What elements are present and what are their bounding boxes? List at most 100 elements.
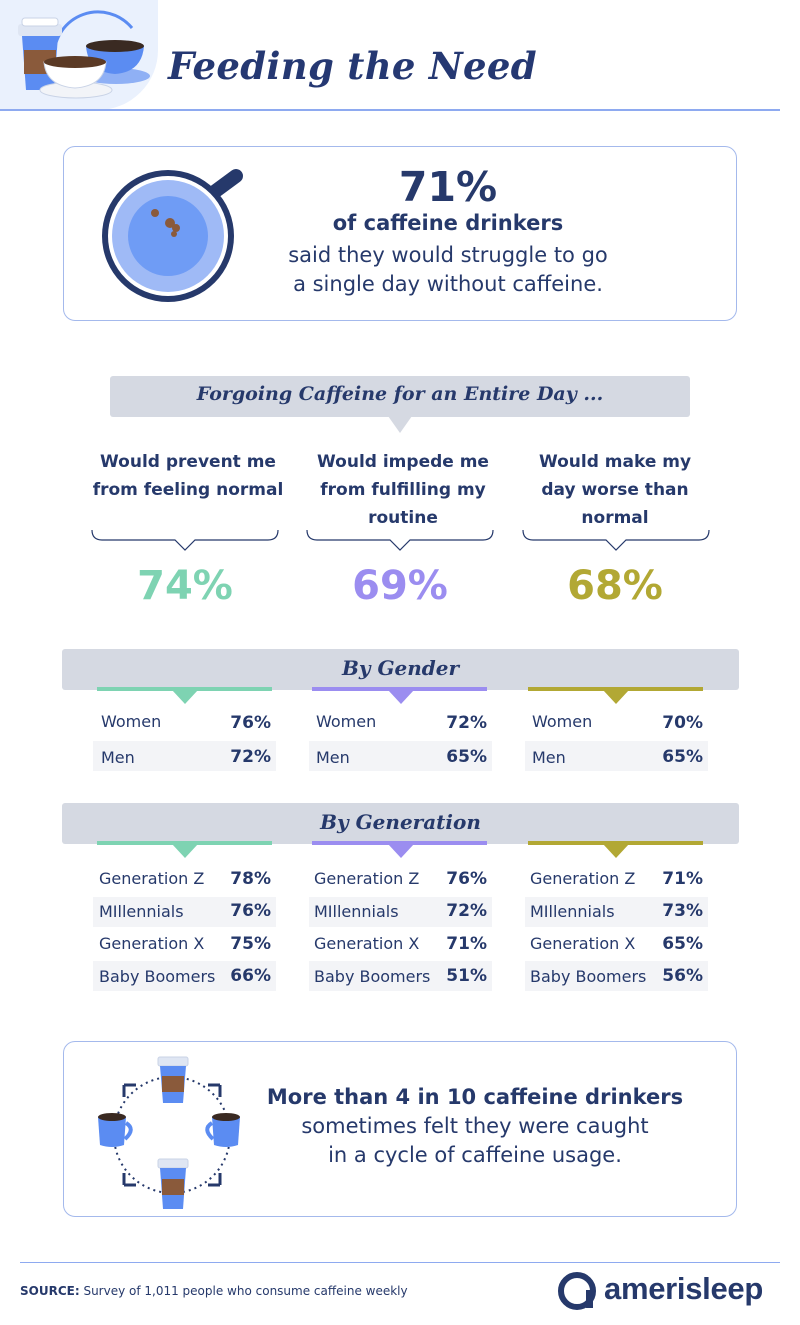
gen-c2-genz-label: Generation Z (314, 869, 420, 888)
table-row-bg (525, 961, 708, 991)
gender-c2-women-value: 72% (446, 713, 487, 733)
coffee-cups-icon (18, 10, 150, 99)
pct-day-worse: 68% (567, 563, 663, 609)
col-head-1-line-2: from feeling normal (92, 480, 284, 500)
gen-c3-millennials-label: MIllennials (530, 902, 615, 921)
stat-callout (63, 146, 737, 321)
gen-c2-boomers-value: 51% (446, 966, 487, 986)
gender-c3-women-label: Women (532, 712, 593, 731)
brand-name: amerisleep (604, 1271, 763, 1306)
stat-subject: of caffeine drinkers (332, 211, 564, 235)
generation-section-title: By Generation (320, 810, 481, 834)
gender-c1-men-value: 72% (230, 747, 271, 767)
gender-c2-men-label: Men (316, 748, 350, 767)
gen-c1-millennials-value: 76% (230, 901, 271, 921)
col-head-3-line-1: Would make my (538, 452, 692, 472)
stat-line-2: a single day without caffeine. (293, 272, 603, 296)
pct-feeling-normal: 74% (137, 563, 233, 609)
gender-c1-men-label: Men (101, 748, 135, 767)
generation-line-1 (97, 841, 272, 845)
gen-c3-genz-label: Generation Z (530, 869, 636, 888)
col-head-3: Would make my day worse than normal (505, 448, 725, 532)
col-head-2: Would impede me from fulfilling my routi… (293, 448, 513, 532)
table-row-bg (525, 897, 708, 927)
col-head-2-line-1: Would impede me (317, 452, 489, 472)
gen-c3-genx-label: Generation X (530, 934, 636, 953)
gen-c1-boomers-label: Baby Boomers (99, 967, 216, 986)
gen-c1-genz-label: Generation Z (99, 869, 205, 888)
page-title: Feeding the Need (168, 44, 537, 88)
generation-pointer-2 (388, 844, 414, 858)
gen-c3-boomers-value: 56% (662, 966, 703, 986)
gender-pointer-3 (603, 690, 629, 704)
gen-c1-genx-label: Generation X (99, 934, 205, 953)
brace-3 (522, 529, 710, 551)
brace-2 (306, 529, 494, 551)
coffee-mug-top-icon (102, 169, 243, 302)
generation-pointer-1 (172, 844, 198, 858)
generation-pointer-3 (603, 844, 629, 858)
gender-section-title: By Gender (341, 656, 460, 680)
generation-line-3 (528, 841, 703, 845)
source-text: Survey of 1,011 people who consume caffe… (79, 1284, 408, 1298)
col-head-3-line-3: normal (581, 508, 649, 528)
table-row-bg (309, 897, 492, 927)
gen-c1-millennials-label: MIllennials (99, 902, 184, 921)
footer-divider (20, 1262, 780, 1263)
gender-c3-women-value: 70% (662, 713, 703, 733)
gender-section-bar (62, 649, 739, 690)
gender-c1-women-value: 76% (230, 713, 271, 733)
cycle-callout (63, 1041, 737, 1217)
question-banner-text: Forgoing Caffeine for an Entire Day ... (196, 383, 604, 405)
gen-c1-genz-value: 78% (230, 869, 271, 889)
brace-1 (91, 529, 279, 551)
generation-section-bar (62, 803, 739, 844)
cycle-headline: More than 4 in 10 caffeine drinkers (266, 1085, 684, 1109)
gender-c1-women-label: Women (101, 712, 162, 731)
pct-routine: 69% (352, 563, 448, 609)
gen-c2-millennials-label: MIllennials (314, 902, 399, 921)
generation-line-2 (312, 841, 487, 845)
col-head-2-line-2: from fulfilling my (320, 480, 486, 500)
gender-line-1 (97, 687, 272, 691)
gen-c2-genz-value: 76% (446, 869, 487, 889)
gen-c2-genx-value: 71% (446, 934, 487, 954)
table-row-bg (309, 741, 492, 771)
amerisleep-logo-icon (558, 1272, 596, 1310)
table-row-bg (525, 741, 708, 771)
col-head-1-line-1: Would prevent me (100, 452, 276, 472)
stat-percent: 71% (398, 163, 498, 211)
gen-c3-millennials-value: 73% (662, 901, 703, 921)
gen-c3-genz-value: 71% (662, 869, 703, 889)
gen-c3-boomers-label: Baby Boomers (530, 967, 647, 986)
stat-line-1: said they would struggle to go (288, 243, 608, 267)
source-note: SOURCE: Survey of 1,011 people who consu… (20, 1284, 408, 1298)
gen-c1-boomers-value: 66% (230, 966, 271, 986)
cycle-line-2: sometimes felt they were caught (301, 1114, 649, 1138)
gen-c1-genx-value: 75% (230, 934, 271, 954)
table-row-bg (309, 961, 492, 991)
table-row-bg (93, 897, 276, 927)
col-head-3-line-2: day worse than (541, 480, 689, 500)
col-head-2-line-3: routine (368, 508, 438, 528)
col-head-1: Would prevent me from feeling normal (78, 448, 298, 504)
table-row-bg (93, 741, 276, 771)
gender-c2-women-label: Women (316, 712, 377, 731)
gender-c2-men-value: 65% (446, 747, 487, 767)
gender-pointer-2 (388, 690, 414, 704)
header-divider (0, 109, 780, 111)
banner-pointer (388, 416, 412, 433)
caffeine-cycle-icon (98, 1056, 240, 1209)
gender-line-2 (312, 687, 487, 691)
gen-c2-boomers-label: Baby Boomers (314, 967, 431, 986)
gender-pointer-1 (172, 690, 198, 704)
gen-c3-genx-value: 65% (662, 934, 703, 954)
source-label: SOURCE: (20, 1284, 80, 1298)
gender-line-3 (528, 687, 703, 691)
gender-c3-men-value: 65% (662, 747, 703, 767)
table-row-bg (93, 961, 276, 991)
question-banner (110, 376, 690, 417)
gen-c2-genx-label: Generation X (314, 934, 420, 953)
gender-c3-men-label: Men (532, 748, 566, 767)
gen-c2-millennials-value: 72% (446, 901, 487, 921)
